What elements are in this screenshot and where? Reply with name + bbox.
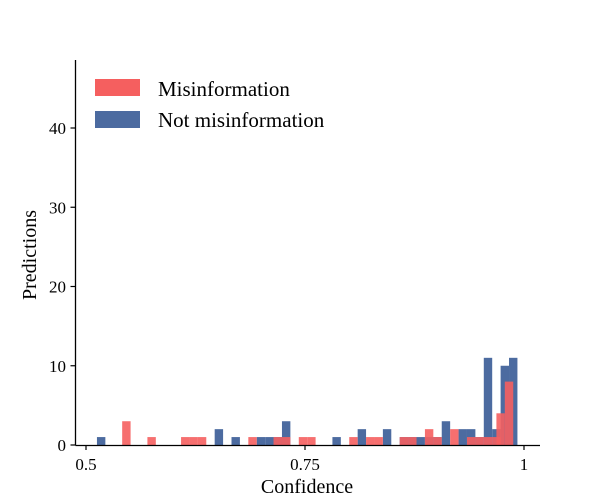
x-axis-label: Confidence bbox=[261, 476, 353, 498]
bar-misinformation-20 bbox=[483, 437, 493, 445]
legend-swatch-misinformation bbox=[95, 79, 140, 96]
bar-misinformation-1 bbox=[147, 437, 156, 445]
bar-misinformation-13 bbox=[399, 437, 409, 445]
x-tick-label-0: 0.5 bbox=[75, 455, 96, 474]
bar-not-misinformation-16 bbox=[458, 429, 467, 445]
bar-misinformation-2 bbox=[181, 437, 190, 445]
bar-not-misinformation-2 bbox=[231, 437, 240, 445]
bar-misinformation-21 bbox=[492, 437, 501, 445]
legend-swatch-not-misinformation bbox=[95, 111, 140, 128]
y-tick-label-0: 0 bbox=[58, 436, 67, 455]
series-misinformation-bars bbox=[122, 381, 514, 445]
bar-misinformation-15 bbox=[424, 429, 434, 445]
bar-not-misinformation-12 bbox=[416, 437, 425, 445]
bar-misinformation-5 bbox=[248, 437, 257, 445]
bar-not-misinformation-9 bbox=[382, 429, 392, 445]
bar-not-misinformation-19 bbox=[483, 357, 493, 445]
bar-misinformation-4 bbox=[197, 437, 207, 445]
x-tick-label-2: 1 bbox=[520, 455, 529, 474]
bar-misinformation-12 bbox=[374, 437, 383, 445]
bar-misinformation-8 bbox=[298, 437, 308, 445]
bar-not-misinformation-4 bbox=[265, 437, 274, 445]
y-tick-label-4: 40 bbox=[49, 119, 66, 138]
bar-misinformation-3 bbox=[189, 437, 198, 445]
bar-misinformation-0 bbox=[122, 421, 131, 445]
bar-not-misinformation-0 bbox=[96, 437, 106, 445]
bar-misinformation-22 bbox=[496, 413, 505, 445]
x-tick-label-1: 0.75 bbox=[290, 455, 320, 474]
y-tick-label-3: 30 bbox=[49, 198, 66, 217]
bar-not-misinformation-1 bbox=[214, 429, 224, 445]
bar-misinformation-11 bbox=[366, 437, 375, 445]
bar-not-misinformation-15 bbox=[441, 421, 451, 445]
legend-label-misinformation: Misinformation bbox=[158, 77, 290, 101]
y-tick-label-2: 20 bbox=[49, 278, 66, 297]
bar-misinformation-19 bbox=[475, 437, 484, 445]
legend-label-not-misinformation: Not misinformation bbox=[158, 108, 325, 132]
bar-misinformation-18 bbox=[466, 437, 476, 445]
x-axis-ticks: 0.5 0.75 1 bbox=[75, 445, 528, 474]
bar-misinformation-7 bbox=[281, 437, 291, 445]
y-axis-label: Predictions bbox=[19, 210, 41, 300]
y-tick-label-1: 10 bbox=[49, 357, 66, 376]
bar-misinformation-14 bbox=[408, 437, 417, 445]
bar-misinformation-17 bbox=[450, 429, 459, 445]
bar-not-misinformation-8 bbox=[357, 429, 367, 445]
bar-misinformation-6 bbox=[273, 437, 282, 445]
bar-not-misinformation-3 bbox=[256, 437, 266, 445]
bar-misinformation-9 bbox=[307, 437, 316, 445]
bar-not-misinformation-7 bbox=[332, 437, 341, 445]
bar-not-misinformation-6 bbox=[281, 421, 291, 445]
bar-not-misinformation-21 bbox=[500, 365, 510, 445]
y-axis-ticks: 0 10 20 30 40 bbox=[49, 119, 76, 455]
bar-misinformation-16 bbox=[433, 437, 442, 445]
bar-misinformation-10 bbox=[349, 437, 358, 445]
legend: Misinformation Not misinformation bbox=[95, 77, 325, 132]
bar-misinformation-23 bbox=[504, 381, 514, 445]
